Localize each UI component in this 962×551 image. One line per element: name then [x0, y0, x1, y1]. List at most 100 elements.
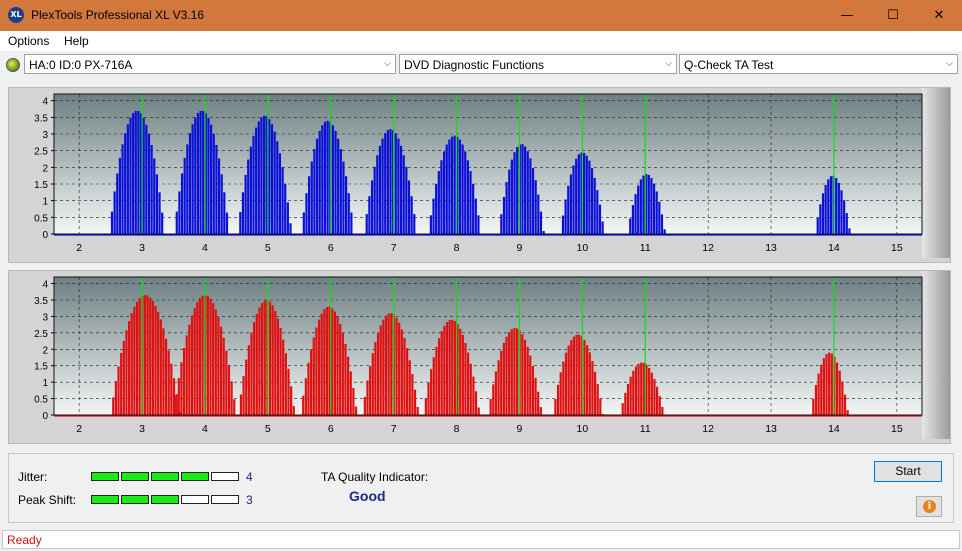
x-tick-label: 8 — [454, 242, 460, 254]
data-bar — [333, 311, 337, 415]
data-bar — [502, 196, 506, 234]
data-bar — [368, 196, 371, 234]
y-tick-label: 0 — [42, 230, 48, 241]
x-tick-label: 12 — [702, 423, 714, 435]
data-bar — [354, 406, 358, 415]
info-button[interactable]: i — [916, 496, 942, 517]
data-bar — [223, 192, 226, 234]
data-bar — [461, 334, 464, 415]
data-bar — [315, 138, 319, 234]
data-bar — [230, 381, 233, 415]
data-bar — [586, 345, 589, 415]
data-bar — [155, 174, 159, 234]
data-bar — [822, 358, 825, 415]
data-bar — [347, 193, 350, 234]
data-bar — [371, 353, 374, 415]
x-tick-label: 6 — [328, 242, 334, 254]
data-bar — [258, 307, 261, 415]
x-tick-label: 5 — [265, 423, 271, 435]
peak-shift-label: Peak Shift: — [18, 493, 77, 507]
data-bar — [227, 365, 231, 415]
data-bar — [596, 190, 599, 234]
menu-help[interactable]: Help — [64, 34, 89, 48]
data-bar — [252, 135, 255, 234]
data-bar — [167, 350, 170, 415]
y-tick-label: 2 — [42, 163, 48, 174]
data-bar — [427, 382, 430, 415]
data-bar — [406, 348, 409, 415]
start-button[interactable]: Start — [874, 461, 942, 482]
data-bar — [313, 149, 316, 234]
data-bar — [135, 301, 139, 415]
data-bar — [824, 185, 827, 234]
data-bar — [378, 145, 382, 234]
data-bar — [650, 372, 653, 415]
y-tick-label: 3.5 — [34, 113, 48, 124]
data-bar — [113, 191, 116, 234]
data-bar — [374, 342, 377, 415]
data-bar — [588, 160, 591, 234]
y-tick-label: 1 — [42, 378, 48, 389]
peak-shift-value: 3 — [246, 493, 253, 507]
data-bar — [376, 332, 380, 415]
close-button[interactable]: ✕ — [933, 8, 945, 23]
data-bar — [843, 200, 846, 234]
data-bar — [175, 211, 178, 234]
x-tick-label: 5 — [265, 242, 271, 254]
data-bar — [442, 151, 446, 234]
jitter-value: 4 — [246, 470, 253, 484]
menu-options[interactable]: Options — [8, 34, 50, 48]
x-tick-label: 7 — [391, 423, 397, 435]
meter-segment — [121, 495, 149, 504]
data-bar — [640, 362, 643, 415]
minimize-button[interactable]: — — [840, 8, 854, 23]
data-bar — [145, 124, 148, 234]
data-bar — [287, 368, 290, 415]
data-bar — [841, 381, 844, 415]
data-bar — [183, 157, 186, 234]
data-bar — [642, 175, 645, 234]
data-bar — [445, 322, 449, 415]
data-bar — [114, 381, 117, 415]
data-bar — [194, 117, 197, 234]
data-bar — [281, 167, 284, 234]
data-bar — [637, 363, 640, 415]
data-bar — [245, 359, 248, 415]
data-bar — [830, 353, 833, 415]
data-bar — [318, 130, 321, 234]
data-bar — [413, 214, 416, 234]
chevron-down-icon: ⌵ — [384, 59, 391, 69]
data-bar — [445, 144, 448, 234]
function-select[interactable]: DVD Diagnostic Functions ⌵ — [399, 54, 677, 74]
data-bar — [110, 211, 114, 234]
ta-quality-label: TA Quality Indicator: — [321, 470, 429, 484]
data-bar — [212, 303, 215, 415]
data-bar — [321, 125, 324, 234]
x-tick-label: 10 — [577, 423, 589, 435]
data-bar — [390, 313, 393, 415]
y-tick-label: 3 — [42, 312, 48, 323]
x-tick-label: 2 — [76, 242, 82, 254]
data-bar — [537, 391, 540, 415]
data-bar — [440, 160, 443, 234]
y-tick-label: 1.5 — [34, 180, 48, 191]
data-bar — [379, 325, 382, 415]
maximize-button[interactable]: ☐ — [887, 8, 899, 23]
data-bar — [180, 362, 183, 415]
data-bar — [580, 152, 583, 234]
data-bar — [400, 329, 403, 415]
data-bar — [143, 295, 147, 415]
data-bar — [596, 384, 599, 415]
data-bar — [134, 110, 137, 234]
data-bar — [848, 228, 851, 234]
data-bar — [474, 198, 477, 234]
test-select[interactable]: Q-Check TA Test ⌵ — [679, 54, 958, 74]
data-bar — [663, 229, 666, 234]
data-bar — [253, 322, 256, 415]
data-bar — [559, 372, 562, 415]
data-bar — [583, 339, 586, 415]
x-tick-label: 12 — [702, 242, 714, 254]
data-bar — [212, 133, 215, 234]
drive-select[interactable]: HA:0 ID:0 PX-716A ⌵ — [24, 54, 396, 74]
data-bar — [413, 389, 417, 415]
